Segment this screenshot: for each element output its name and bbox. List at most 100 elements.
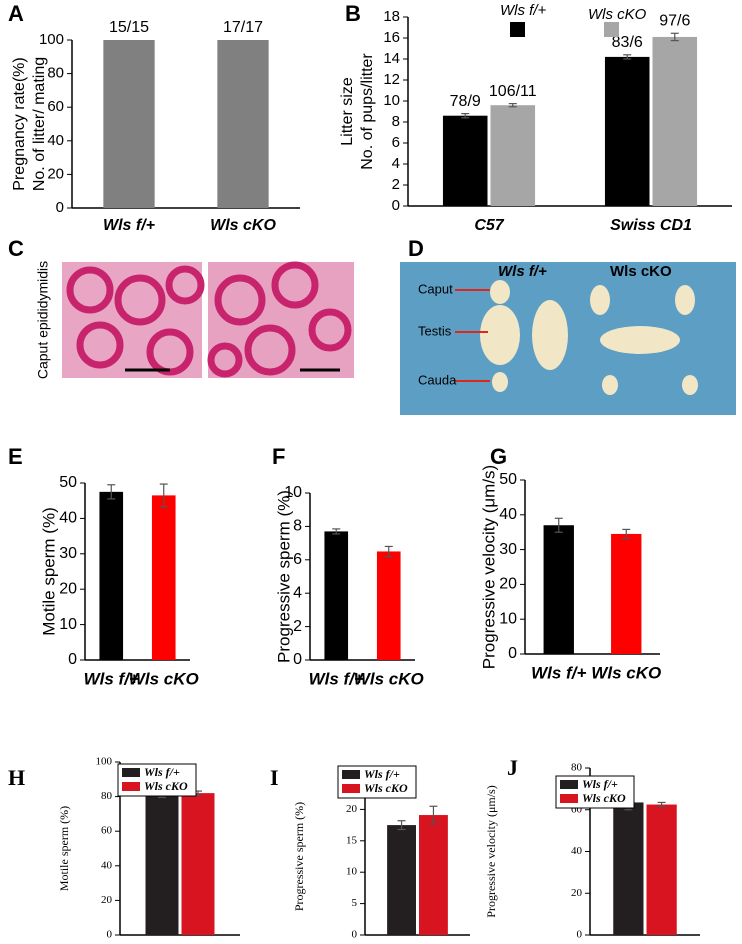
bar	[604, 56, 650, 207]
group-label: Wls f/+	[498, 263, 547, 280]
y-tick-label: 6	[392, 134, 400, 151]
y-tick-label: 50	[59, 474, 77, 491]
bar	[613, 802, 644, 935]
y-axis-label: Progressive velocity (μm/s)	[484, 785, 498, 917]
y-tick-label: 4	[392, 155, 400, 172]
legend-swatch	[342, 784, 360, 793]
legend-label: Wls f/+	[364, 767, 400, 781]
y-tick-label: 10	[383, 92, 400, 109]
y-tick-label: 20	[499, 576, 517, 593]
error-bar	[623, 54, 632, 60]
y-tick-label: 10	[499, 610, 517, 627]
y-tick-label: 0	[56, 199, 64, 216]
y-tick-label: 40	[101, 859, 113, 871]
y-tick-label: 100	[39, 31, 64, 48]
bar	[419, 815, 448, 935]
y-tick-label: 40	[59, 510, 77, 527]
y-tick-label: 15	[346, 834, 358, 846]
x-tick-label: C57	[474, 217, 504, 234]
y-tick-label: 40	[499, 506, 517, 523]
legend-label: Wls f/+	[144, 765, 180, 779]
x-tick-label: Wls cKO	[591, 663, 661, 682]
legend-label: Wls f/+	[500, 2, 546, 19]
panel-letter: J	[507, 755, 518, 780]
x-tick-label: Wls f/+	[103, 217, 155, 234]
error-bar	[107, 484, 116, 500]
x-tick-label: Wls f/+	[84, 669, 139, 688]
panel-d: D Caput Testis Cauda Wls f/+ Wls cKO	[400, 236, 736, 415]
y-tick-label: 30	[499, 541, 517, 558]
legend-swatch	[560, 794, 578, 803]
bar	[387, 825, 416, 935]
y-tick-label: 20	[101, 894, 113, 906]
y-axis-label: Progressive sperm (%)	[292, 802, 306, 911]
y-tick-label: 20	[346, 803, 358, 815]
panel-letter: I	[270, 765, 279, 790]
y-axis-label: Motile sperm (%)	[39, 507, 58, 635]
y-tick-label: 6	[293, 551, 302, 568]
legend-label: Wls f/+	[582, 777, 618, 791]
panel-c: C Caput epididymidis	[8, 236, 354, 379]
error-bar	[670, 32, 679, 42]
panel-letter: A	[8, 1, 24, 26]
chart: J 0 20 40 60 80 Progressive velocity (μm/s) Wls…	[484, 755, 700, 941]
panel-letter: E	[8, 444, 23, 469]
arrows	[455, 289, 490, 382]
panel-letter: B	[345, 1, 361, 26]
legend-label: Wls cKO	[144, 779, 188, 793]
bar	[99, 491, 124, 660]
y-tick-label: 14	[383, 50, 400, 67]
chart: A 0 20 40 60 80 100 Pregnancy rate(%) No. of lit…	[8, 1, 300, 234]
legend-label: Wls cKO	[582, 791, 626, 805]
bar	[181, 793, 215, 935]
y-axis-label: Litter size	[339, 77, 356, 146]
error-bar	[622, 528, 631, 540]
error-bar	[332, 528, 341, 535]
y-tick-label: 20	[59, 580, 77, 597]
error-bar	[461, 112, 470, 119]
bar	[646, 804, 677, 935]
y-tick-label: 5	[352, 897, 358, 909]
legend-swatch	[510, 22, 525, 37]
legend-swatch	[122, 782, 140, 791]
y-axis-label: Pregnancy rate(%)	[11, 57, 28, 190]
y-tick-label: 16	[383, 29, 400, 46]
error-bar	[657, 801, 666, 808]
x-tick-label: Wls cKO	[354, 669, 424, 688]
x-tick-label: Wls cKO	[129, 669, 199, 688]
y-tick-label: 40	[571, 845, 583, 857]
x-tick-label: Wls f/+	[309, 669, 364, 688]
bar	[543, 525, 574, 654]
y-tick-label: 10	[59, 616, 77, 633]
y-tick-label: 50	[499, 471, 517, 488]
tissue-label: Caput	[418, 281, 453, 296]
panel-letter: D	[408, 236, 424, 261]
y-axis-label: Progressive velocity (μm/s)	[479, 465, 498, 669]
y-tick-label: 18	[383, 8, 400, 25]
y-tick-label: 10	[284, 484, 302, 501]
chart: I0510152025Progressive sperm (%)Wls f/+W…	[270, 765, 470, 941]
image-label: Caput epididymidis	[35, 261, 51, 379]
y-tick-label: 2	[293, 618, 302, 635]
legend-swatch	[560, 780, 578, 789]
bar	[652, 36, 698, 207]
group-label: Wls cKO	[610, 263, 672, 280]
tissue	[480, 280, 698, 395]
error-bar	[397, 820, 406, 831]
y-tick-label: 8	[293, 518, 302, 535]
y-tick-label: 8	[392, 113, 400, 130]
y-axis-label: No. of litter/ mating	[31, 57, 48, 191]
tissue-label: Testis	[418, 323, 452, 338]
y-axis-label: Motile sperm (%)	[57, 806, 71, 891]
x-tick-label: Wls f/+	[531, 663, 586, 682]
bar-annotation: 17/17	[223, 19, 263, 36]
legend-swatch	[342, 770, 360, 779]
bar-annotation: 106/11	[489, 83, 537, 100]
legend-label: Wls cKO	[364, 781, 408, 795]
y-tick-label: 0	[392, 197, 400, 214]
bar	[103, 40, 155, 208]
x-tick-label: Swiss CD1	[610, 217, 692, 234]
bar	[145, 793, 179, 935]
